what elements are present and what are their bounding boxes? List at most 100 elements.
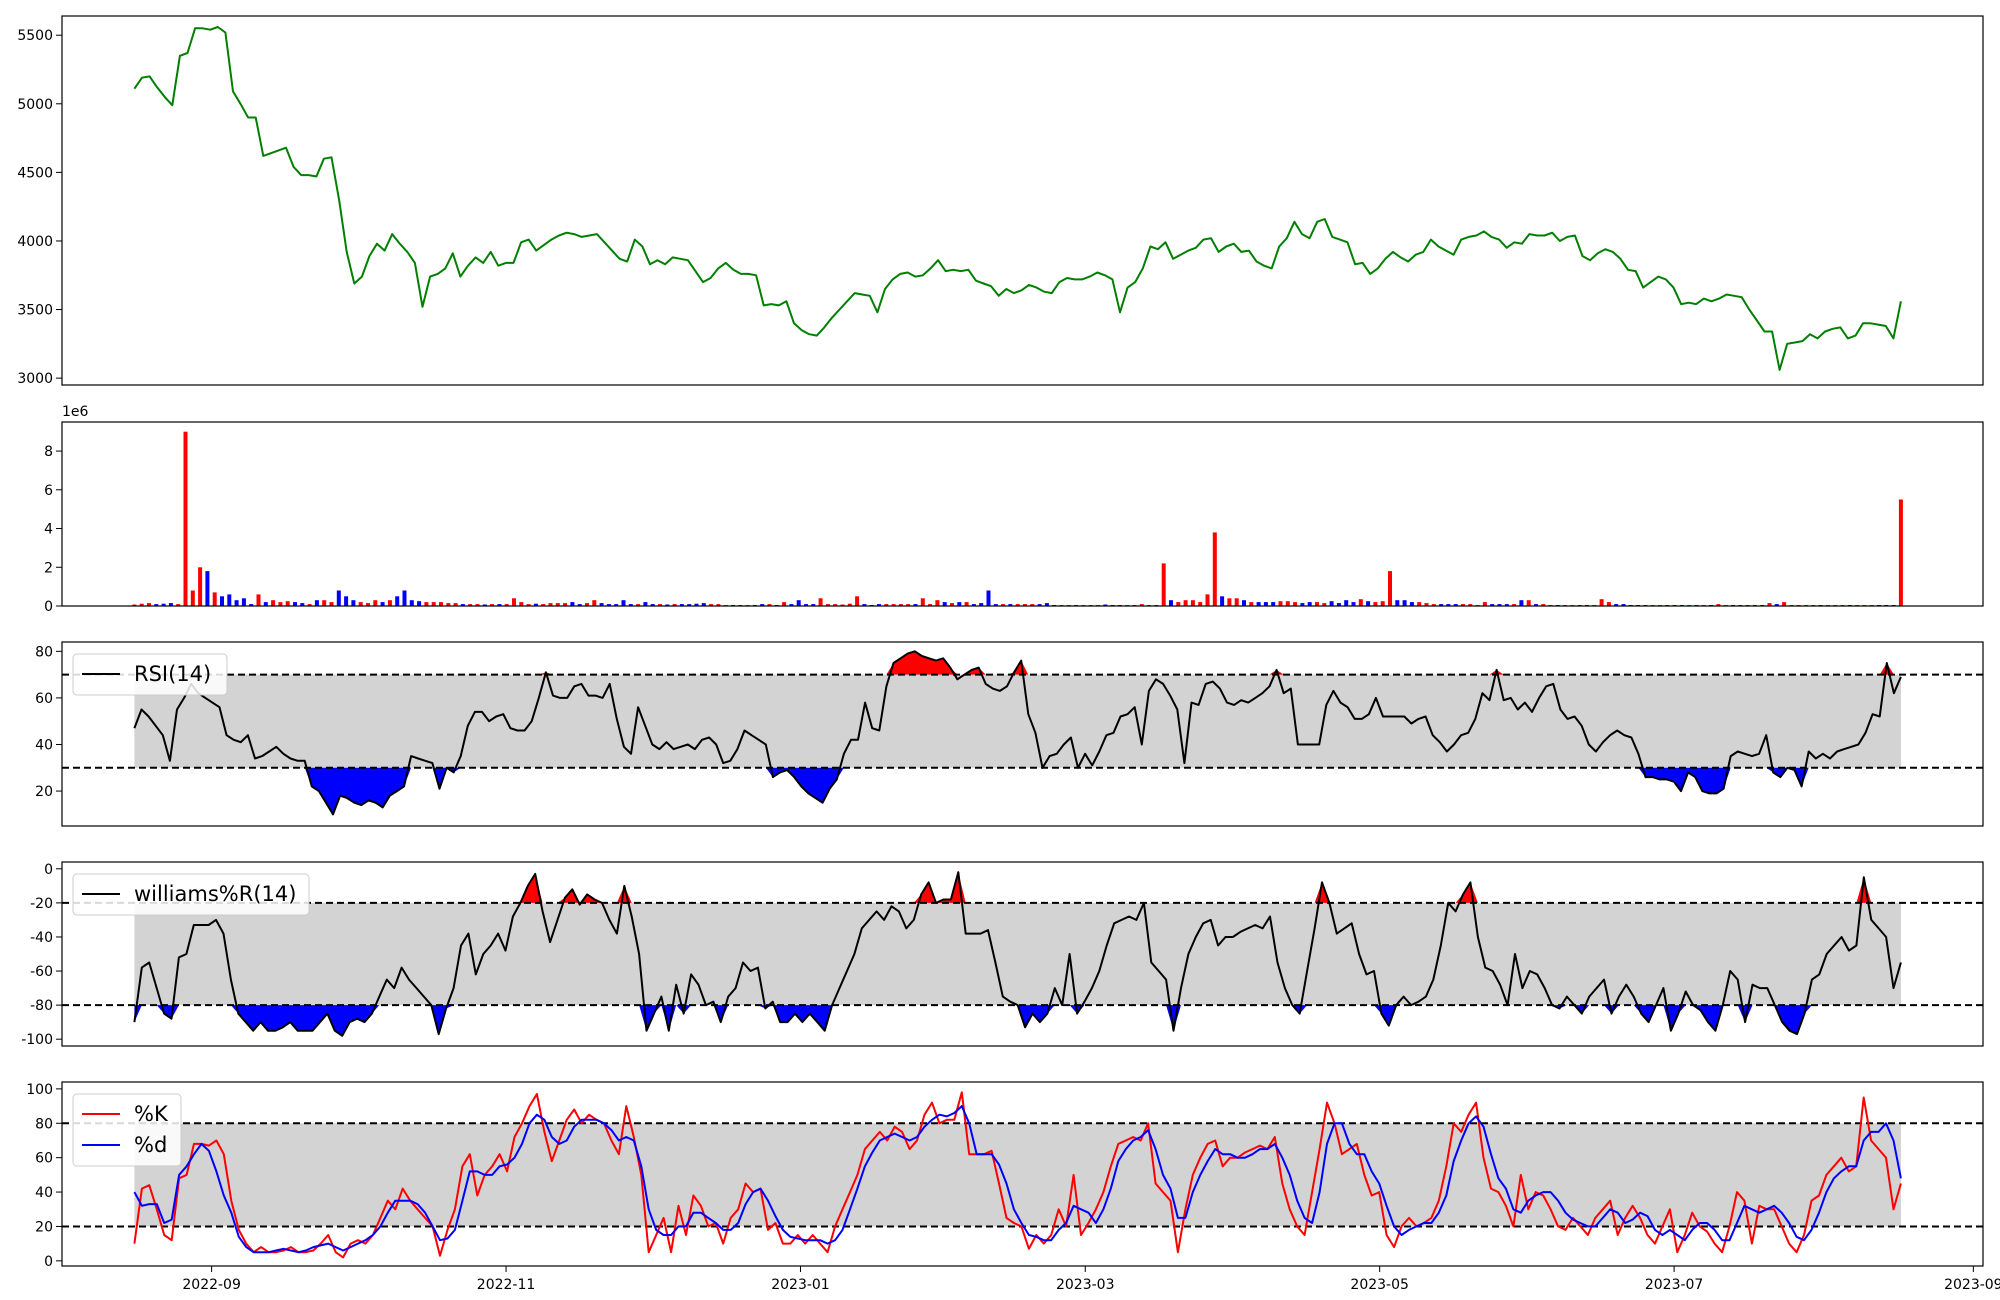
stoch-legend-label: %d: [134, 1133, 167, 1157]
volume-bar: [1395, 600, 1400, 606]
volume-bar: [1417, 602, 1422, 606]
volume-bar: [957, 602, 962, 606]
volume-bar: [1249, 602, 1254, 606]
volume-ytick-label: 8: [44, 444, 53, 460]
volume-bar: [307, 604, 312, 606]
volume-bar: [395, 596, 400, 606]
volume-bar: [577, 604, 582, 606]
volume-bar: [1285, 601, 1290, 606]
volume-bar: [300, 603, 305, 606]
volume-bar: [1103, 604, 1108, 606]
volume-bar: [1044, 603, 1049, 606]
williams-band: [134, 902, 1901, 1006]
rsi-ytick-label: 60: [35, 691, 53, 707]
volume-bar: [139, 603, 144, 606]
volume-bar: [453, 603, 458, 606]
stoch-frame: [61, 1081, 1984, 1267]
volume-bar: [439, 602, 443, 606]
volume-bar: [344, 596, 349, 606]
volume-bar: [789, 604, 794, 606]
volume-bar: [855, 596, 860, 606]
volume-bar: [643, 602, 648, 606]
volume-bar: [928, 604, 933, 606]
volume-bar: [1461, 604, 1465, 606]
rsi-frame: [61, 641, 1984, 827]
williams-ytick-label: -60: [30, 964, 53, 980]
volume-bar: [1037, 604, 1042, 606]
stoch-ytick-label: 40: [35, 1185, 53, 1201]
volume-bar: [212, 592, 217, 606]
price-frame: [61, 15, 1984, 386]
volume-bar: [526, 604, 531, 606]
volume-bar: [840, 604, 845, 606]
volume-bar: [1424, 603, 1429, 606]
williams-oversold-fill: [134, 1005, 1901, 1036]
volume-bar: [913, 604, 918, 606]
volume-bar: [1409, 602, 1414, 606]
volume-bar: [920, 598, 925, 606]
volume-bar: [1271, 602, 1276, 606]
volume-bar: [555, 603, 560, 606]
volume-bar: [380, 602, 385, 606]
volume-bar: [1439, 604, 1444, 606]
volume-bar: [190, 590, 195, 606]
williams-ytick-label: -100: [21, 1032, 53, 1048]
volume-bar: [424, 602, 429, 606]
stoch-legend-box: [72, 1093, 182, 1167]
volume-bar: [1161, 563, 1166, 606]
volume-bar: [1300, 603, 1305, 606]
volume-bar: [614, 604, 619, 606]
volume-bar: [891, 604, 896, 606]
volume-bar: [183, 431, 188, 606]
volume-bar: [950, 603, 954, 606]
volume-bar: [1183, 600, 1188, 606]
stoch-band: [134, 1123, 1901, 1227]
williams-overbought-fill: [134, 872, 1901, 903]
volume-bar: [1015, 604, 1020, 606]
x-tick-label: 2023-01: [771, 1277, 830, 1293]
volume-bar: [402, 590, 407, 606]
volume-bar: [541, 604, 546, 606]
volume-bar: [1212, 532, 1217, 606]
volume-bar: [818, 598, 823, 606]
volume-bar: [767, 604, 772, 606]
volume-bar: [606, 604, 611, 606]
volume-bar: [1512, 604, 1517, 606]
rsi-ytick-label: 20: [35, 784, 53, 800]
volume-bar: [176, 604, 181, 606]
volume-bar: [154, 604, 159, 606]
volume-bar: [679, 604, 684, 606]
stoch-legend: %K %d: [72, 1093, 182, 1167]
volume-bar: [811, 604, 816, 606]
volume-bar: [417, 601, 422, 606]
volume-bar: [1534, 604, 1538, 606]
rsi-band: [134, 674, 1901, 768]
volume-ytick-label: 0: [44, 599, 53, 615]
volume-bar: [1774, 604, 1779, 606]
volume-bar: [512, 598, 516, 606]
volume-bar: [694, 603, 699, 606]
volume-bar: [358, 602, 363, 606]
volume-bar: [658, 604, 662, 606]
volume-bar: [804, 604, 808, 606]
rsi-overbought-fill: [134, 651, 1901, 675]
volume-bar: [884, 604, 889, 606]
volume-bar: [1767, 603, 1772, 606]
volume-bar: [621, 600, 626, 606]
rsi-legend-label: RSI(14): [134, 662, 211, 686]
volume-bar: [460, 604, 465, 606]
volume-bar: [533, 603, 538, 606]
volume-bar: [1008, 604, 1013, 606]
rsi-legend-box: [72, 653, 228, 696]
williams-legend: williams%R(14): [72, 873, 310, 916]
volume-bar: [906, 604, 911, 606]
stoch-ytick-label: 60: [35, 1151, 53, 1167]
price-ytick-label: 5000: [17, 97, 53, 113]
volume-bar: [1139, 604, 1144, 606]
volume-bar: [650, 604, 655, 606]
volume-bar: [847, 603, 852, 606]
volume-bar: [986, 590, 991, 606]
volume-frame: [61, 421, 1984, 607]
volume-bar: [490, 604, 495, 606]
williams-ytick-label: -20: [30, 896, 53, 912]
